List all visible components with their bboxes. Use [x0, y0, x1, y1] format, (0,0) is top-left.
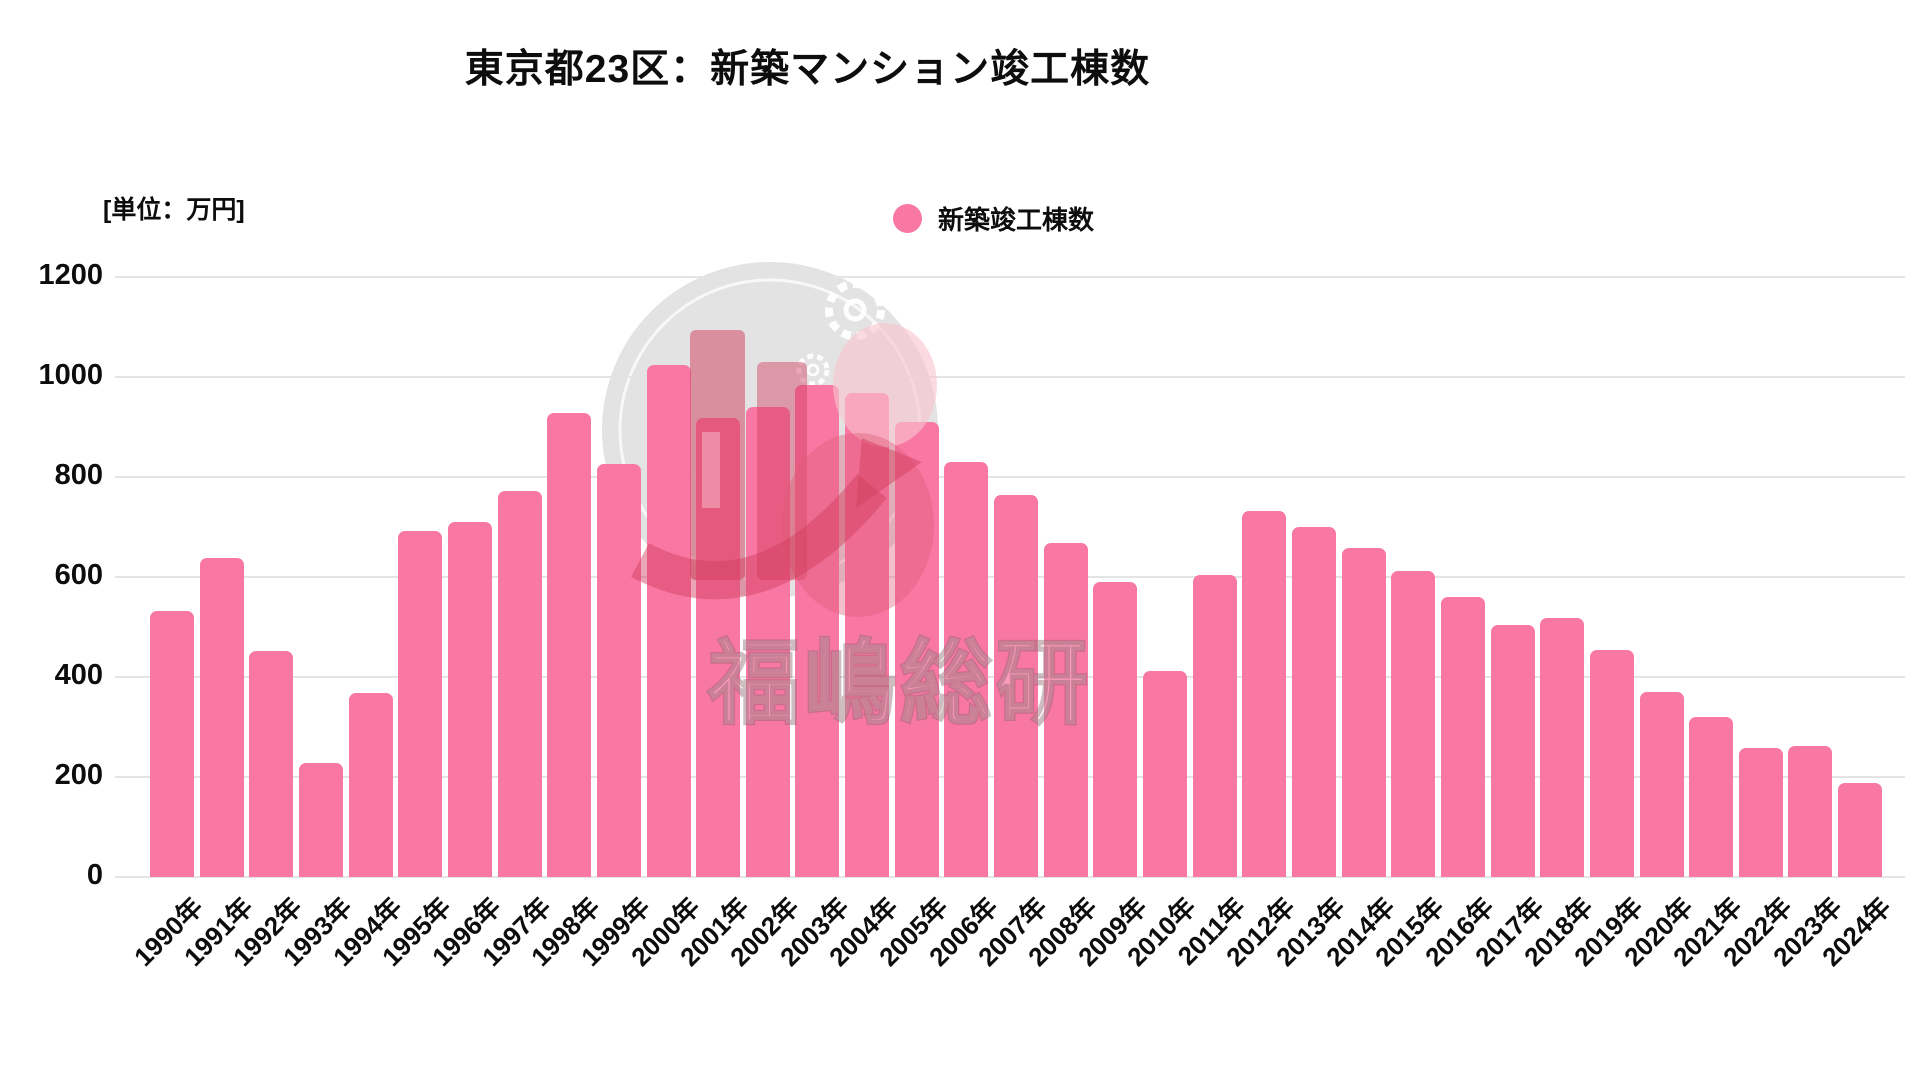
bar-1996年 [447, 522, 492, 877]
gridline [115, 276, 1905, 278]
bar-2006年 [944, 462, 989, 877]
bar-2019年 [1589, 649, 1634, 877]
bar-1997年 [497, 491, 542, 877]
bar-2022年 [1738, 748, 1783, 877]
bar-1992年 [249, 651, 294, 877]
bar-2013年 [1291, 527, 1336, 877]
bar-2020年 [1639, 692, 1684, 877]
y-axis-tick-label: 600 [54, 559, 103, 591]
bar-2009年 [1093, 582, 1138, 877]
bar-2015年 [1391, 570, 1436, 877]
bar-1990年 [150, 610, 194, 877]
legend: 新築竣工棟数 [893, 200, 1094, 237]
bar-2017年 [1490, 624, 1535, 877]
gear-small-icon [796, 353, 830, 387]
y-axis-tick-label: 800 [54, 459, 103, 491]
bar-2007年 [994, 494, 1039, 877]
bar-1993年 [298, 763, 343, 877]
bar-2021年 [1689, 717, 1734, 877]
bar-2011年 [1192, 574, 1237, 877]
gridline [115, 476, 1905, 478]
gear-icon [825, 280, 885, 340]
bar-2014年 [1341, 548, 1386, 877]
chart-title: 東京都23区：新築マンション竣工棟数 [464, 48, 1151, 91]
bar-2018年 [1540, 618, 1585, 877]
gridline [115, 376, 1905, 378]
bar-2005年 [894, 422, 939, 877]
bar-1994年 [348, 693, 393, 877]
bar-1991年 [199, 558, 244, 877]
y-axis-tick-label: 400 [54, 659, 103, 691]
y-axis-tick-label: 0 [86, 859, 103, 891]
bar-1995年 [398, 531, 443, 877]
bar-2002年 [745, 407, 790, 877]
y-axis-tick-label: 200 [54, 759, 103, 791]
bar-1998年 [547, 413, 592, 877]
bar-2004年 [845, 393, 890, 877]
bar-2003年 [795, 384, 840, 877]
bar-1999年 [596, 463, 641, 877]
legend-marker-icon [893, 204, 922, 233]
bar-2012年 [1242, 511, 1287, 877]
gridline [115, 876, 1905, 878]
bar-2023年 [1788, 746, 1833, 877]
bar-2001年 [696, 418, 741, 877]
y-axis-tick-label: 1000 [38, 359, 103, 391]
legend-label: 新築竣工棟数 [938, 205, 1095, 235]
bar-2000年 [646, 364, 691, 877]
bar-2010年 [1143, 670, 1187, 877]
bar-2008年 [1043, 543, 1088, 877]
bar-2016年 [1440, 597, 1485, 877]
bar-2024年 [1838, 783, 1883, 877]
y-axis-tick-label: 1200 [38, 259, 103, 291]
unit-label: [単位：万円] [103, 196, 245, 224]
